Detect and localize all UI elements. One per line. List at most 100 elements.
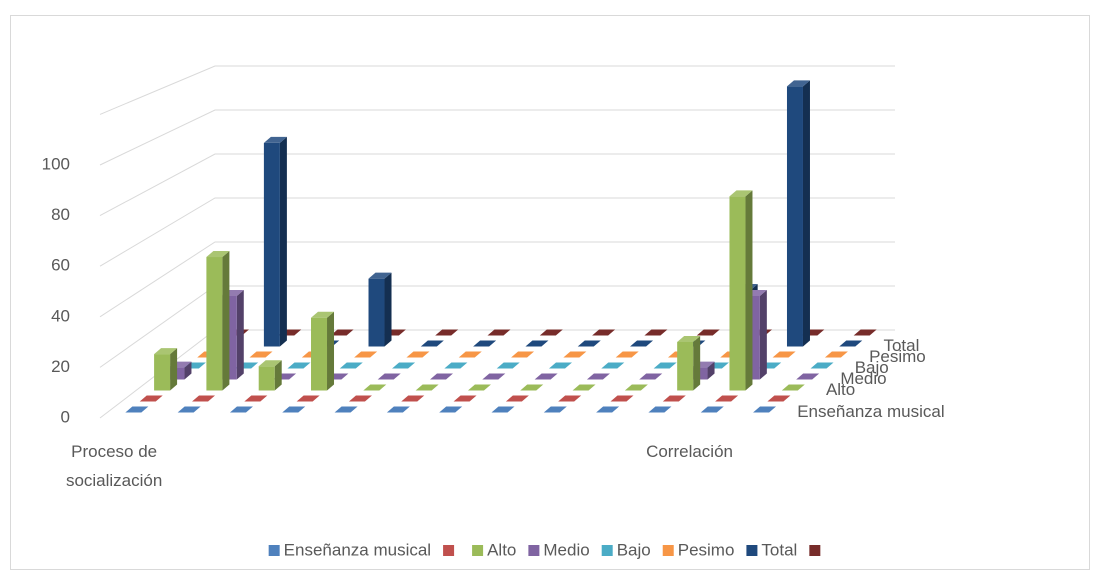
bar-front <box>786 86 803 347</box>
depth-label: Enseñanza musical <box>797 402 944 421</box>
bar-top <box>296 395 320 402</box>
bar-top <box>453 395 477 402</box>
bar-top <box>354 351 378 358</box>
bar <box>653 362 677 369</box>
bar <box>444 362 468 369</box>
bar <box>363 384 387 391</box>
bar-top <box>386 406 410 413</box>
bar-top <box>244 395 268 402</box>
bar-top <box>339 362 363 369</box>
grid-line <box>99 197 895 267</box>
bar <box>496 362 520 369</box>
bar-top <box>435 329 459 336</box>
bar-top <box>177 406 201 413</box>
bar-top <box>415 384 439 391</box>
bar-side <box>802 80 810 347</box>
bar <box>534 373 558 380</box>
bar-side <box>184 361 192 380</box>
bar <box>392 362 416 369</box>
bar-top <box>467 384 491 391</box>
legend-swatch <box>746 545 758 556</box>
bar-top <box>444 362 468 369</box>
bar-top <box>596 406 620 413</box>
bar <box>511 351 535 358</box>
bar <box>677 335 701 391</box>
bar-top <box>491 406 515 413</box>
bar-top <box>630 340 654 347</box>
bar-top <box>377 373 401 380</box>
bar <box>639 373 663 380</box>
bar-top <box>824 351 848 358</box>
bar-front <box>206 257 223 391</box>
bar <box>244 395 268 402</box>
bar-top <box>639 373 663 380</box>
bar <box>348 395 372 402</box>
depth-label: Medio <box>840 369 886 388</box>
bar-top <box>258 360 282 367</box>
y-tick-label: 60 <box>51 256 70 275</box>
bar-top <box>263 136 287 143</box>
bar-top <box>487 329 511 336</box>
bar-top <box>624 384 648 391</box>
y-tick-label: 80 <box>51 205 70 224</box>
bar <box>577 340 601 347</box>
bar <box>592 329 616 336</box>
legend-swatch <box>472 545 484 556</box>
bar-top <box>192 395 216 402</box>
bar <box>729 190 753 391</box>
bar-top <box>420 340 444 347</box>
bar <box>354 351 378 358</box>
bar <box>339 362 363 369</box>
bar <box>467 384 491 391</box>
bar-top <box>610 395 634 402</box>
bar-top <box>334 406 358 413</box>
bar-side <box>236 290 244 380</box>
bar-top <box>330 329 354 336</box>
bar-top <box>677 335 701 342</box>
grid-line <box>99 241 895 318</box>
bar <box>406 351 430 358</box>
bar-top <box>125 406 149 413</box>
bar-top <box>543 406 567 413</box>
legend-label: Bajo <box>617 540 651 559</box>
bar-side <box>279 136 287 347</box>
legend-swatch <box>601 545 613 556</box>
bar <box>368 272 392 347</box>
bar-top <box>368 272 392 279</box>
bar-top <box>311 311 335 318</box>
y-tick-label: 40 <box>51 306 70 325</box>
bar-top <box>154 348 178 355</box>
bar <box>772 351 796 358</box>
bar-top <box>539 329 563 336</box>
bar-front <box>258 366 275 391</box>
bar-top <box>525 340 549 347</box>
bar <box>249 351 273 358</box>
bar <box>624 384 648 391</box>
bar-top <box>430 373 454 380</box>
grid-line <box>99 153 895 217</box>
bar-top <box>563 351 587 358</box>
bar-top <box>715 395 739 402</box>
bar <box>263 136 287 347</box>
y-tick-label: 0 <box>61 407 70 426</box>
bar-side <box>222 251 230 391</box>
bar <box>601 362 625 369</box>
legend-label: Total <box>761 540 797 559</box>
bar-top <box>772 351 796 358</box>
bar-top <box>458 351 482 358</box>
bar <box>648 406 672 413</box>
bar <box>586 373 610 380</box>
bar-top <box>700 406 724 413</box>
bar <box>786 80 810 347</box>
bar <box>520 384 544 391</box>
bar-front <box>677 341 694 391</box>
bar <box>596 406 620 413</box>
bar <box>334 406 358 413</box>
bar <box>287 362 311 369</box>
bar-front <box>263 142 280 347</box>
bar-top <box>839 340 863 347</box>
bar <box>139 395 163 402</box>
bar <box>662 395 686 402</box>
bar-top <box>558 395 582 402</box>
bar <box>696 329 720 336</box>
